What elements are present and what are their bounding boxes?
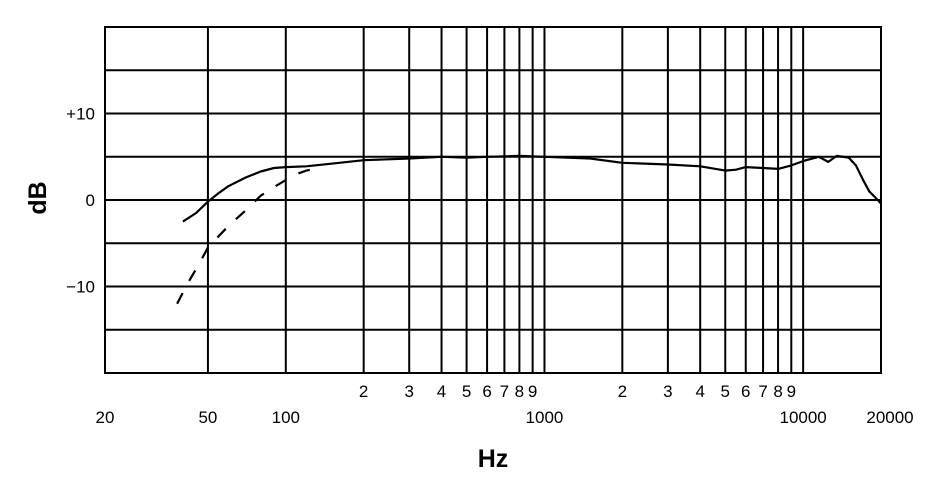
y-tick-label: 0 (86, 191, 95, 210)
x-minor-tick-label: 3 (663, 382, 672, 401)
plot-frame (104, 26, 882, 374)
response-curve-dashed (176, 167, 316, 305)
x-minor-tick-label: 8 (515, 382, 524, 401)
x-minor-tick-label: 8 (773, 382, 782, 401)
grid-layer (105, 27, 881, 373)
x-minor-tick-label: 9 (528, 382, 537, 401)
x-tick-label: 100 (272, 408, 300, 427)
x-minor-tick-label: 3 (404, 382, 413, 401)
x-minor-tick-label: 4 (437, 382, 446, 401)
x-minor-tick-label: 9 (787, 382, 796, 401)
x-tick-label: 1000 (526, 408, 564, 427)
y-axis-title: dB (24, 181, 52, 214)
response-curve-solid (182, 154, 882, 223)
series-layer (176, 154, 882, 305)
x-minor-tick-label: 5 (721, 382, 730, 401)
x-minor-tick-label: 2 (618, 382, 627, 401)
x-axis-title: Hz (478, 445, 509, 473)
x-tick-label: 10000 (779, 408, 826, 427)
x-tick-label: 50 (198, 408, 217, 427)
x-minor-tick-label: 2 (359, 382, 368, 401)
x-minor-tick-label: 7 (758, 382, 767, 401)
y-tick-label: +10 (66, 105, 95, 124)
x-tick-label: 20000 (866, 408, 913, 427)
x-minor-tick-label: 6 (482, 382, 491, 401)
y-tick-label: −10 (66, 278, 95, 297)
x-minor-tick-label: 5 (462, 382, 471, 401)
x-minor-tick-label: 7 (500, 382, 509, 401)
x-minor-tick-label: 6 (741, 382, 750, 401)
x-tick-label: 20 (96, 408, 115, 427)
x-minor-tick-label: 4 (695, 382, 704, 401)
